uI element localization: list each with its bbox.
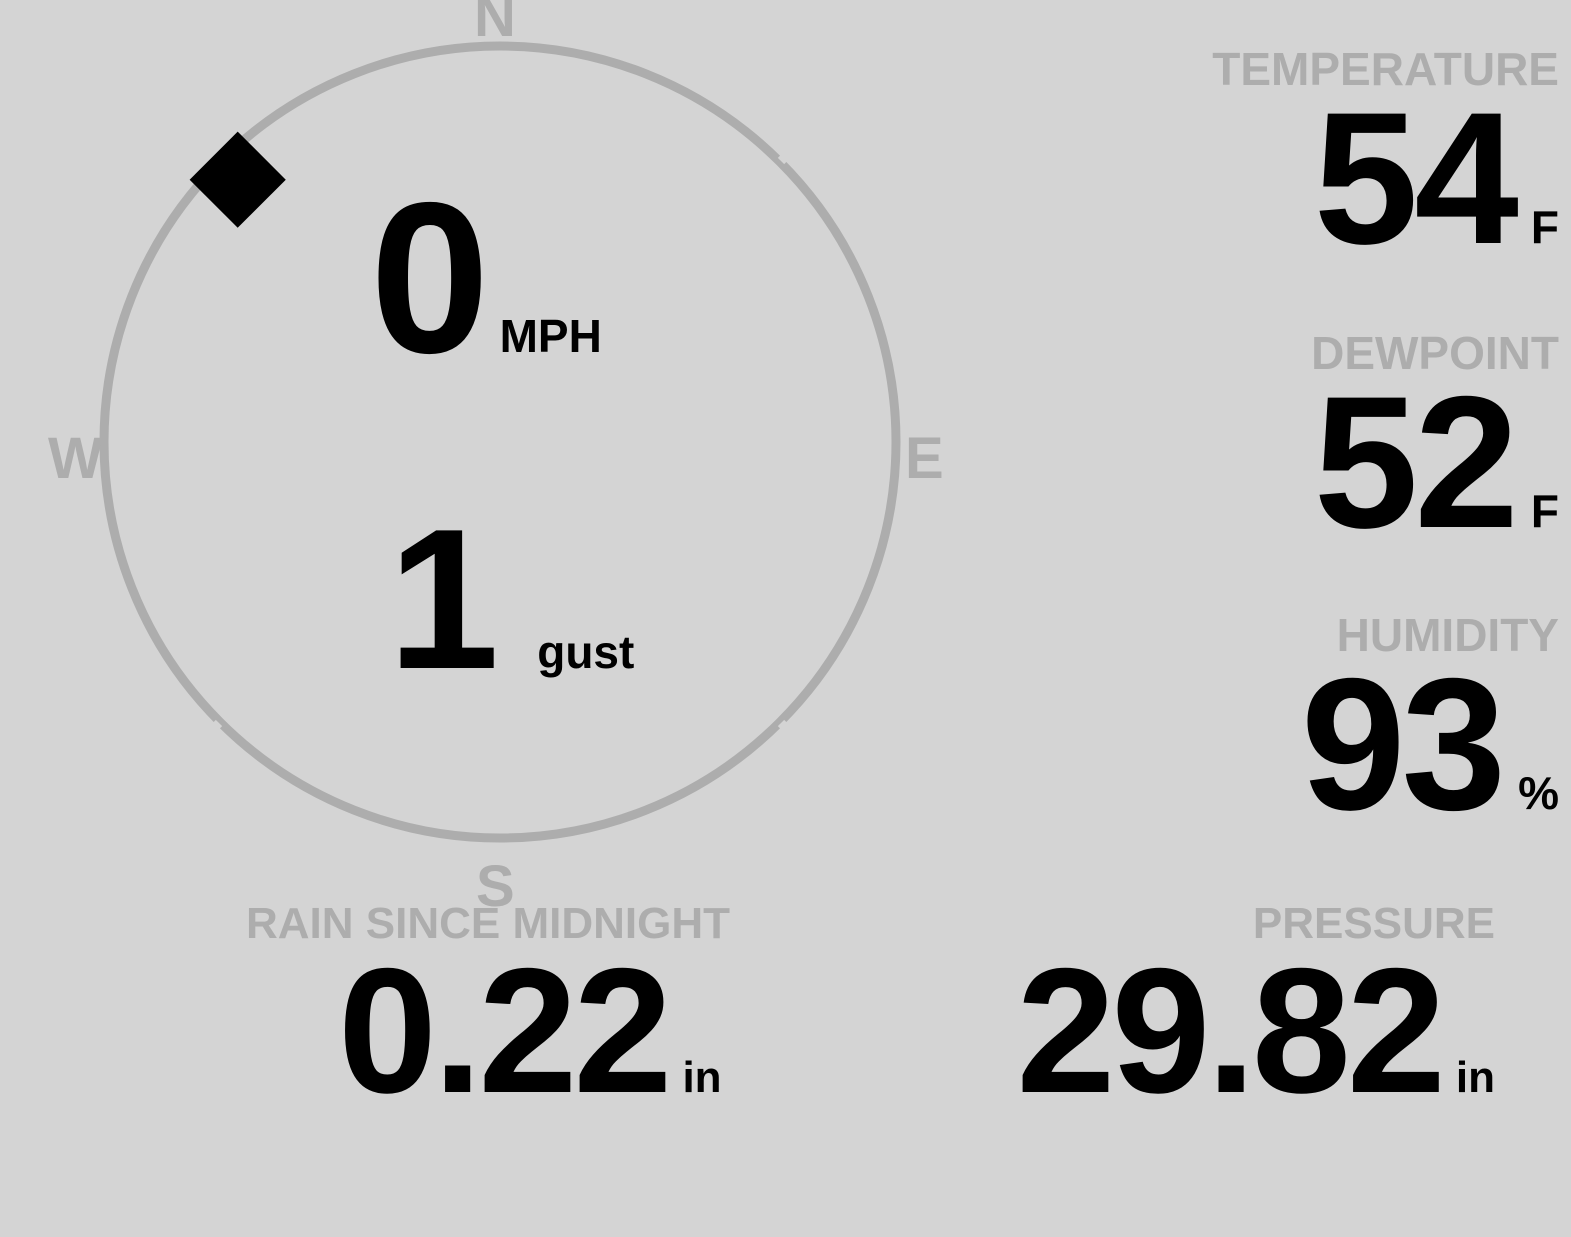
dewpoint-block: DEWPOINT 52 F xyxy=(1311,327,1559,567)
compass-ring xyxy=(99,41,901,843)
pressure-block: PRESSURE 29.82 in xyxy=(1016,899,1495,1130)
wind-direction-marker-icon xyxy=(189,131,286,228)
dewpoint-label: DEWPOINT xyxy=(1311,327,1559,379)
rain-unit: in xyxy=(682,1053,722,1102)
temperature-value: 54 xyxy=(1313,73,1519,283)
humidity-label: HUMIDITY xyxy=(1336,609,1559,661)
compass-label-south: S xyxy=(476,854,515,919)
compass-label-east: E xyxy=(905,426,944,491)
pressure-value: 29.82 xyxy=(1016,931,1445,1130)
wind-speed-value: 0 xyxy=(370,157,490,398)
wind-gust-readout: 1 gust xyxy=(388,488,635,711)
temperature-unit: F xyxy=(1530,201,1559,253)
humidity-unit: % xyxy=(1518,767,1559,819)
wind-compass-dial xyxy=(99,41,901,843)
dewpoint-unit: F xyxy=(1530,485,1559,537)
dewpoint-value: 52 xyxy=(1313,357,1519,567)
temperature-block: TEMPERATURE 54 F xyxy=(1212,43,1559,283)
dewpoint-value-row: 52 F xyxy=(1311,357,1559,567)
temperature-value-row: 54 F xyxy=(1212,73,1559,283)
humidity-value: 93 xyxy=(1300,639,1506,849)
compass-label-west: W xyxy=(48,426,103,491)
wind-gust-value: 1 xyxy=(388,488,499,711)
compass-label-north: N xyxy=(474,0,516,49)
compass-tick-sw xyxy=(205,719,223,737)
compass-tick-se xyxy=(777,719,795,737)
rain-value: 0.22 xyxy=(338,931,672,1130)
wind-gust-unit: gust xyxy=(537,626,635,678)
humidity-block: HUMIDITY 93 % xyxy=(1300,609,1559,849)
pressure-unit: in xyxy=(1455,1053,1495,1102)
compass-tick-ne xyxy=(777,147,795,165)
rain-block: RAIN SINCE MIDNIGHT 0.22 in xyxy=(246,899,730,1130)
wind-panel: N E S W 0 MPH 1 gust xyxy=(0,0,1000,920)
pressure-label: PRESSURE xyxy=(1252,899,1495,948)
wind-speed-readout: 0 MPH xyxy=(370,157,602,398)
rain-value-row: 0.22 in xyxy=(246,931,730,1130)
pressure-value-row: 29.82 in xyxy=(1016,931,1495,1130)
wind-speed-unit: MPH xyxy=(499,310,602,362)
temperature-label: TEMPERATURE xyxy=(1212,43,1559,95)
humidity-value-row: 93 % xyxy=(1300,639,1559,849)
rain-label: RAIN SINCE MIDNIGHT xyxy=(246,899,730,948)
